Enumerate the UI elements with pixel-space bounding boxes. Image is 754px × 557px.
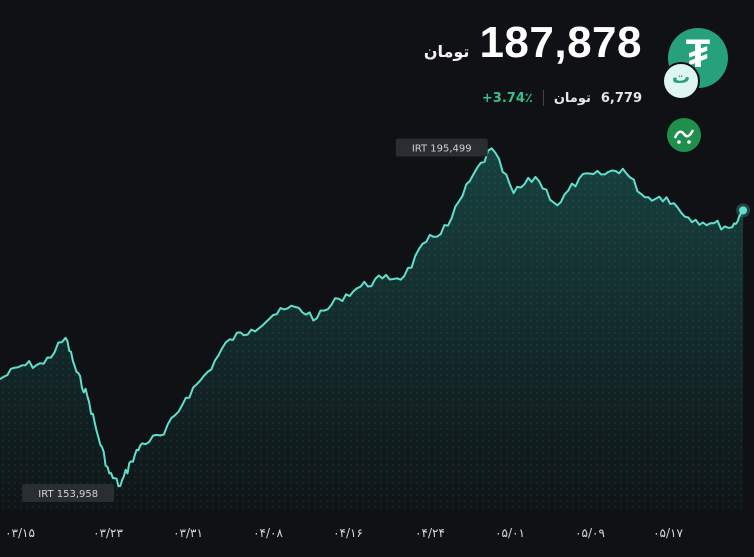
change-percent: +3.74٪ [481,90,533,106]
sub-row: +3.74٪ تومان 6,779 [482,90,642,106]
last-point-marker [739,206,748,215]
price-row: تومان 187,878 [424,18,642,68]
toman-badge-icon: ت [662,62,700,100]
price-area-dots [0,148,744,510]
x-tick-label: ۰۴/۲۴ [415,526,445,540]
x-tick-label: ۰۳/۳۱ [173,526,203,540]
max-price-label: IRT 195,499 [395,138,488,157]
price-value: 187,878 [479,18,642,67]
x-tick-label: ۰۳/۱۵ [5,526,35,540]
usd-unit: تومان [553,90,591,106]
usd-amount: 6,779 [600,90,642,106]
divider [542,90,544,106]
x-tick-label: ۰۵/۰۱ [495,526,525,540]
x-tick-label: ۰۳/۲۳ [93,526,123,540]
x-tick-label: ۰۵/۰۹ [575,526,605,540]
min-price-label: IRT 153,958 [22,483,115,502]
price-series-line [0,147,744,488]
annotation-text: IRT 153,958 [38,489,98,500]
price-unit: تومان [423,42,470,61]
annotation-text: IRT 195,499 [412,143,472,154]
x-tick-label: ۰۴/۱۶ [333,526,363,540]
khabar-fori-logo-icon [667,118,701,152]
x-tick-label: ۰۵/۱۷ [653,526,683,540]
x-tick-label: ۰۴/۰۸ [253,526,283,540]
